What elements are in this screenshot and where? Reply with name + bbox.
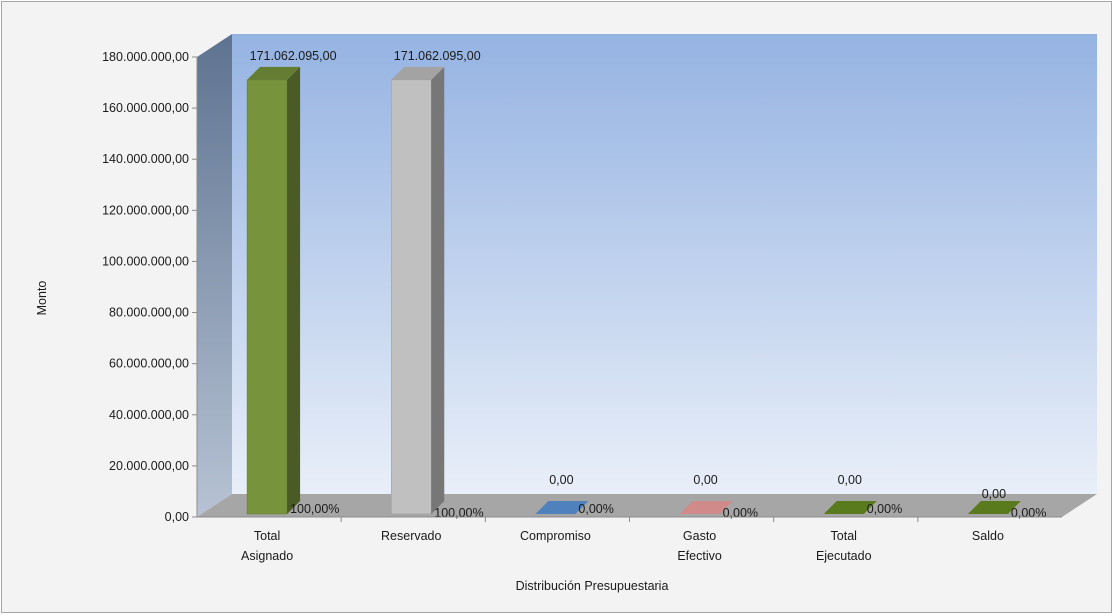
x-tick-label: Compromiso [520,529,591,543]
y-tick-label: 60.000.000,00 [109,357,189,371]
x-tick-label: Efectivo [677,549,722,563]
percent-label: 100,00% [290,502,339,516]
bar-top [535,501,589,514]
bar: 0,00 0,00% [535,473,614,516]
y-axis: 0,00 20.000.000,00 40.000.000,00 60.000.000… [102,50,198,524]
y-axis-title: Monto [35,281,49,316]
bar-top [247,66,301,80]
bar-front [246,79,288,515]
percent-label: 100,00% [434,506,483,520]
bar-top [679,501,733,514]
value-label: 0,00 [982,487,1006,501]
bar-series: 171.062.095,00 100,00% 171.062.095,00 100,0… [246,49,1046,520]
x-tick-label: Total [831,529,857,543]
bar-side [287,66,301,515]
y-tick-label: 160.000.000,00 [102,101,189,115]
x-tick-label: Total [254,529,280,543]
y-tick-label: 120.000.000,00 [102,203,189,217]
bar-top [391,66,445,80]
x-axis: Total Asignado Reservado Compromiso Gasto Efe… [197,516,1062,563]
y-tick-label: 100.000.000,00 [102,254,189,268]
percent-label: 0,00% [723,506,758,520]
y-tick-label: 40.000.000,00 [109,408,189,422]
y-tick-label: 80.000.000,00 [109,306,189,320]
bar: 171.062.095,00 100,00% [391,49,484,520]
bar: 0,00 0,00% [967,487,1046,520]
back-wall [232,34,1097,494]
bar-side [431,66,445,515]
y-tick-label: 20.000.000,00 [109,459,189,473]
x-tick-label: Gasto [683,529,716,543]
bar: 171.062.095,00 100,00% [246,49,339,516]
x-tick-label: Asignado [241,549,293,563]
side-wall [197,34,232,517]
bar-front [391,79,432,515]
bar-top [823,501,877,514]
percent-label: 0,00% [578,502,613,516]
percent-label: 0,00% [867,502,902,516]
value-label: 0,00 [693,473,717,487]
plot-walls [197,34,1097,517]
bar: 0,00 0,00% [823,473,902,516]
bar-top [967,501,1021,514]
y-tick-label: 140.000.000,00 [102,152,189,166]
value-label: 0,00 [549,473,573,487]
x-axis-title: Distribución Presupuestaria [516,579,669,593]
percent-label: 0,00% [1011,506,1046,520]
value-label: 0,00 [838,473,862,487]
y-tick-label: 0,00 [165,510,189,524]
value-label: 171.062.095,00 [250,49,337,63]
x-tick-label: Saldo [972,529,1004,543]
y-tick-label: 180.000.000,00 [102,50,189,64]
x-tick-label: Ejecutado [816,549,872,563]
x-tick-label: Reservado [381,529,441,543]
value-label: 171.062.095,00 [394,49,481,63]
